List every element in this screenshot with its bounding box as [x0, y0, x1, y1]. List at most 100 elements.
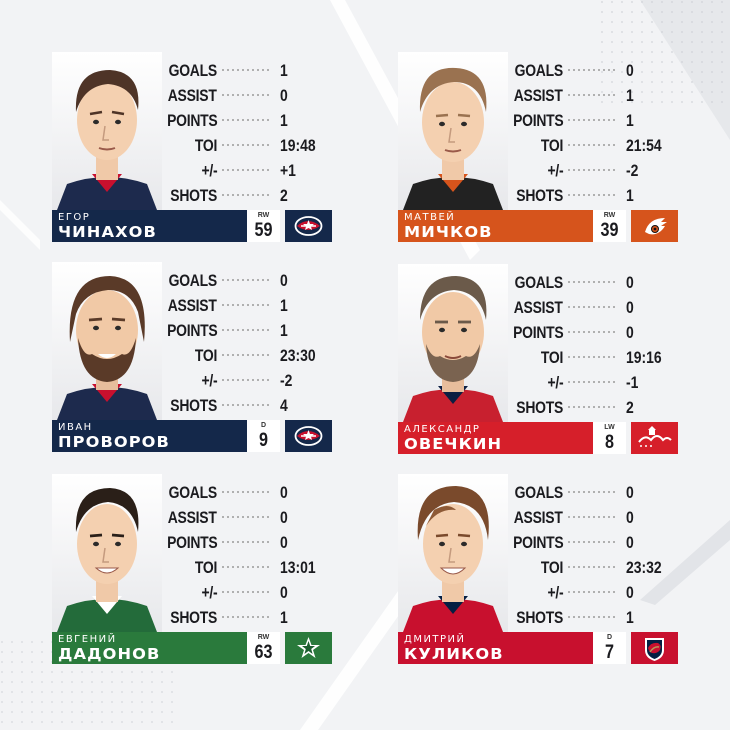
goals-label: GOALS [514, 483, 564, 502]
dotted-leader [222, 541, 272, 543]
jersey-number: 59 [254, 220, 273, 241]
player-portrait [52, 52, 162, 210]
shots-value: 1 [626, 608, 634, 627]
toi-label: TOI [194, 136, 217, 155]
plus-minus-value: 0 [626, 583, 634, 602]
points-value: 0 [626, 323, 634, 342]
dotted-leader [568, 194, 618, 196]
player-portrait [52, 474, 162, 632]
shots-value: 1 [626, 186, 634, 205]
position-number-box: RW 39 [593, 210, 626, 242]
plus-minus-value: -2 [626, 161, 639, 180]
columbus-logo [285, 420, 332, 452]
position: RW [257, 212, 270, 219]
shots-label: SHOTS [170, 186, 217, 205]
shots-label: SHOTS [516, 398, 563, 417]
plus-minus-value: 0 [280, 583, 288, 602]
position: D [260, 422, 267, 429]
points-label: POINTS [166, 321, 218, 340]
dotted-leader [568, 516, 618, 518]
player-card-chinakhov: GOALS 1 ASSIST 0 POINTS 1 TOI 19:48 +/- +1 SH… [52, 52, 342, 242]
player-portrait [398, 474, 508, 632]
player-nameplate: Матвей Мичков [398, 210, 593, 242]
goals-value: 0 [626, 61, 634, 80]
shots-value: 1 [280, 608, 288, 627]
dotted-leader [568, 381, 618, 383]
stars-logo [285, 632, 332, 664]
goals-value: 0 [280, 271, 288, 290]
dotted-leader [568, 119, 618, 121]
plus-minus-label: +/- [201, 371, 217, 390]
toi-value: 21:54 [626, 136, 662, 155]
dotted-leader [222, 516, 272, 518]
plus-minus-label: +/- [547, 373, 563, 392]
toi-value: 19:16 [626, 348, 662, 367]
goals-label: GOALS [514, 61, 564, 80]
first-name: Иван [58, 422, 93, 433]
toi-label: TOI [540, 558, 563, 577]
columbus-logo [285, 210, 332, 242]
goals-label: GOALS [168, 271, 218, 290]
position: RW [603, 212, 616, 219]
panthers-logo [631, 632, 678, 664]
dotted-leader [568, 331, 618, 333]
position-number-box: D 7 [593, 632, 626, 664]
points-label: POINTS [166, 111, 218, 130]
shots-value: 4 [280, 396, 288, 415]
position: RW [257, 634, 270, 641]
player-portrait [398, 264, 508, 422]
toi-value: 19:48 [280, 136, 316, 155]
points-value: 0 [626, 533, 634, 552]
dotted-leader [222, 304, 272, 306]
player-card-kulikov: GOALS 0 ASSIST 0 POINTS 0 TOI 23:32 +/- 0 SHO… [398, 474, 688, 664]
first-name: Александр [404, 424, 481, 435]
assist-label: ASSIST [514, 86, 563, 105]
last-name: Куликов [404, 645, 504, 663]
capitals-logo [631, 422, 678, 454]
position: D [606, 634, 613, 641]
last-name: Проворов [58, 433, 170, 451]
shots-value: 2 [626, 398, 634, 417]
plus-minus-label: +/- [201, 161, 217, 180]
assist-label: ASSIST [168, 508, 217, 527]
dotted-leader [568, 169, 618, 171]
player-portrait [52, 262, 162, 420]
shots-label: SHOTS [516, 608, 563, 627]
toi-label: TOI [194, 346, 217, 365]
jersey-number: 9 [258, 430, 268, 451]
shots-label: SHOTS [170, 608, 217, 627]
assist-value: 0 [626, 508, 634, 527]
dotted-leader [222, 329, 272, 331]
player-nameplate: Евгений Дадонов [52, 632, 247, 664]
points-value: 1 [280, 321, 288, 340]
assist-value: 0 [280, 86, 288, 105]
dotted-leader [568, 566, 618, 568]
toi-value: 23:30 [280, 346, 316, 365]
goals-value: 0 [280, 483, 288, 502]
plus-minus-value: -1 [626, 373, 639, 392]
player-portrait [398, 52, 508, 210]
player-nameplate: Александр Овечкин [398, 422, 593, 454]
last-name: Дадонов [58, 645, 161, 663]
jersey-number: 39 [600, 220, 619, 241]
goals-label: GOALS [168, 61, 218, 80]
last-name: Мичков [404, 223, 493, 241]
dotted-leader [568, 281, 618, 283]
goals-label: GOALS [168, 483, 218, 502]
toi-label: TOI [194, 558, 217, 577]
position-number-box: RW 63 [247, 632, 280, 664]
dotted-leader [222, 69, 272, 71]
position-number-box: D 9 [247, 420, 280, 452]
dotted-leader [222, 491, 272, 493]
position: LW [604, 424, 615, 431]
position-number-box: RW 59 [247, 210, 280, 242]
first-name: Дмитрий [404, 634, 466, 645]
plus-minus-label: +/- [547, 161, 563, 180]
flyers-logo [631, 210, 678, 242]
goals-value: 0 [626, 483, 634, 502]
player-card-dadonov: GOALS 0 ASSIST 0 POINTS 0 TOI 13:01 +/- 0 SHO… [52, 474, 342, 664]
assist-label: ASSIST [514, 298, 563, 317]
shots-value: 2 [280, 186, 288, 205]
dotted-leader [222, 194, 272, 196]
dotted-leader [222, 379, 272, 381]
